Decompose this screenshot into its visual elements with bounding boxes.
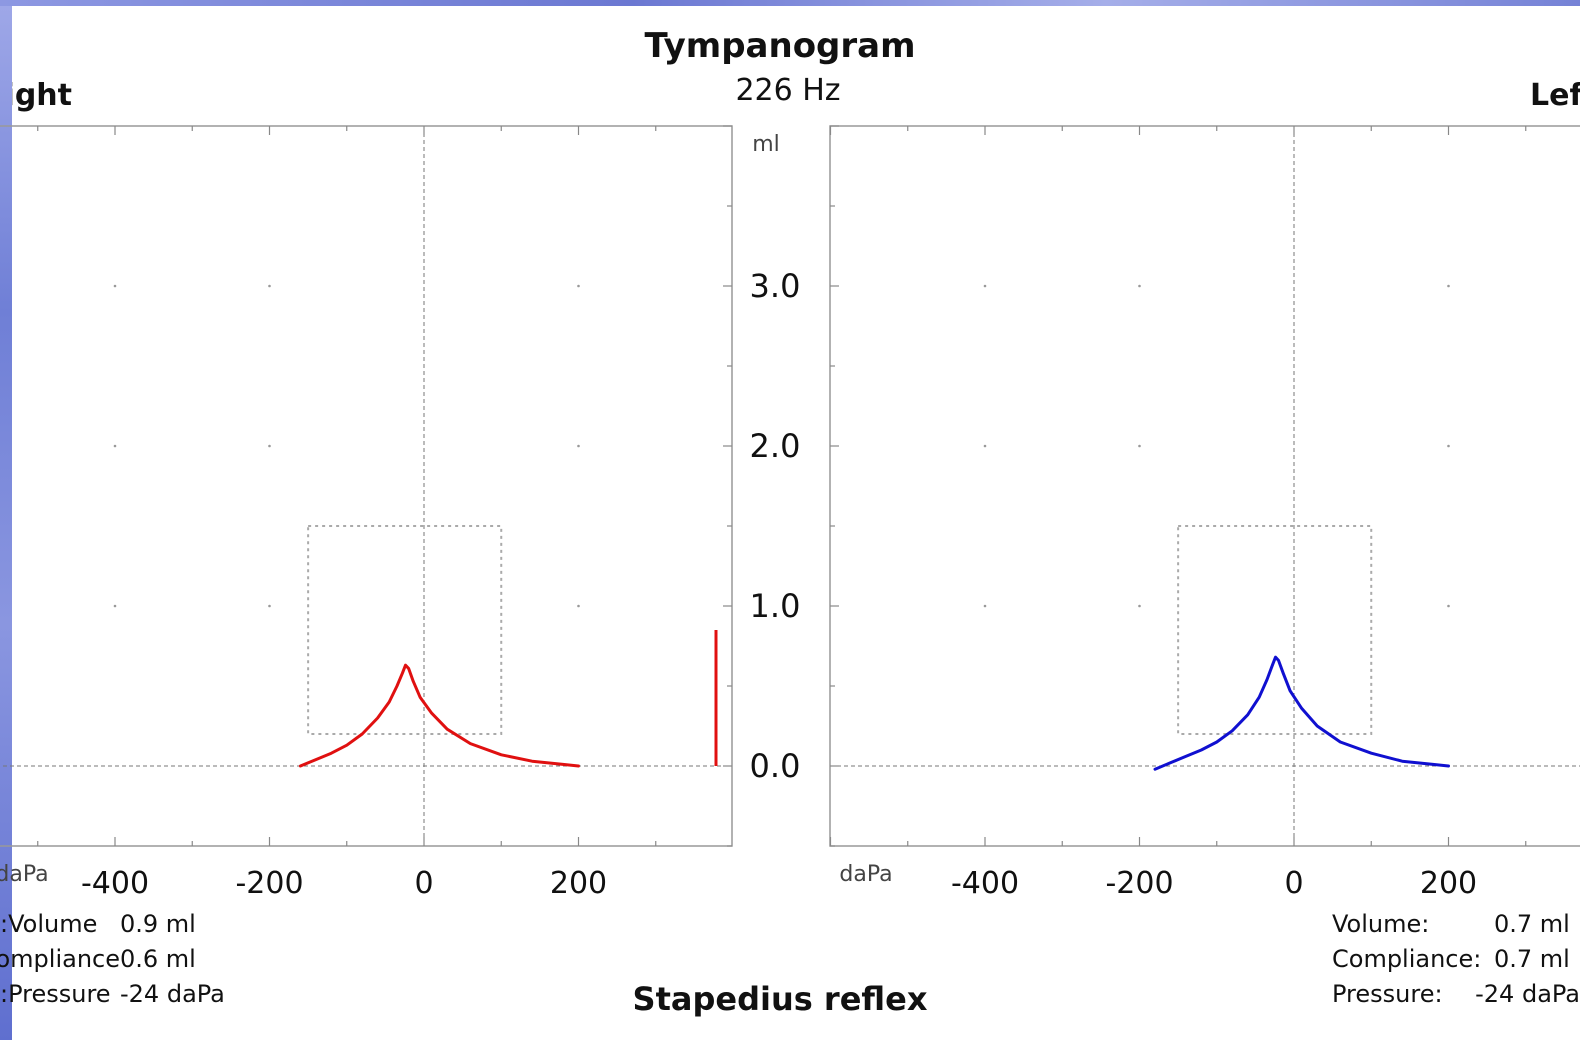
stat-row-compliance: Compliance: 0.6 ml	[0, 942, 260, 977]
left-grid-dot	[983, 604, 987, 608]
stat-label: Volume:	[1332, 910, 1430, 938]
right-x-tick-label: -200	[235, 866, 303, 901]
left-grid-dot	[1447, 444, 1450, 448]
stat-row-volume: Volume: 0.9 ml	[0, 907, 260, 942]
background-strip-top	[0, 0, 1580, 6]
stat-row-pressure: Pressure: -24 daPa	[1332, 977, 1580, 1012]
right-plot-frame	[0, 125, 733, 847]
stat-row-compliance: Compliance: 0.7 ml	[1332, 942, 1580, 977]
left-normal-range-box	[1177, 525, 1373, 735]
right-grid-dot	[113, 444, 117, 448]
right-grid-dot	[113, 284, 117, 288]
left-ear-stats: Volume: 0.7 ml Compliance: 0.7 ml Pressu…	[1332, 907, 1580, 1012]
y-unit-label: ml	[752, 132, 780, 157]
left-grid-dot	[1447, 284, 1450, 288]
left-grid-dot	[983, 284, 987, 288]
left-grid-dot	[983, 444, 987, 448]
right-ear-stats: Volume: 0.9 ml Compliance: 0.6 ml Pressu…	[0, 907, 260, 1012]
left-grid-dot	[1447, 604, 1450, 608]
stat-value: 0.7 ml	[1494, 910, 1570, 938]
right-grid-dot	[577, 444, 580, 448]
y-tick-label: 1.0	[750, 587, 801, 625]
right-tympanogram-curve	[298, 663, 580, 768]
stat-row-volume: Volume: 0.7 ml	[1332, 907, 1580, 942]
right-ear-label: Right	[12, 78, 72, 113]
right-x-unit-label: daPa	[0, 862, 49, 887]
right-x-tick-label: 0	[414, 866, 433, 901]
chart-subtitle: 226 Hz	[735, 73, 841, 108]
left-x-unit-label: daPa	[839, 862, 892, 887]
left-tympanogram-curve	[1153, 655, 1450, 771]
stat-value: -24 daPa	[120, 980, 225, 1008]
stapedius-reflex-heading: Stapedius reflex	[632, 980, 928, 1018]
right-normal-range-box	[307, 525, 503, 735]
right-grid-dot	[577, 284, 580, 288]
right-x-tick-label: -400	[81, 866, 149, 901]
stat-label: Pressure:	[0, 980, 111, 1008]
stat-value: 0.7 ml	[1494, 945, 1570, 973]
left-x-tick-label: -400	[951, 866, 1019, 901]
right-grid-dot	[268, 604, 271, 608]
background-strip-left	[0, 0, 12, 1040]
stat-label: Volume:	[0, 910, 98, 938]
y-tick-label: 2.0	[750, 427, 801, 465]
left-grid-dot	[1138, 604, 1141, 608]
left-x-tick-label: 200	[1420, 866, 1477, 901]
y-tick-label: 3.0	[750, 267, 801, 305]
right-grid-dot	[577, 604, 580, 608]
left-x-tick-label: 0	[1284, 866, 1303, 901]
stat-value: 0.6 ml	[120, 945, 196, 973]
right-grid-dot	[113, 604, 117, 608]
left-plot-frame	[829, 125, 1580, 847]
right-grid-dot	[268, 284, 271, 288]
y-tick-label: 0.0	[750, 747, 801, 785]
left-grid-dot	[1138, 284, 1141, 288]
left-x-tick-label: -200	[1105, 866, 1173, 901]
stat-value: 0.9 ml	[120, 910, 196, 938]
stat-row-pressure: Pressure: -24 daPa	[0, 977, 260, 1012]
stat-value: -24 daPa	[1475, 980, 1580, 1008]
stat-label: Compliance:	[0, 945, 120, 973]
stat-label: Compliance:	[1332, 945, 1482, 973]
chart-title: Tympanogram	[644, 26, 916, 66]
right-grid-dot	[268, 444, 271, 448]
left-grid-dot	[1138, 444, 1141, 448]
left-ear-label: Left	[1530, 78, 1580, 113]
right-x-tick-label: 200	[550, 866, 607, 901]
stat-label: Pressure:	[1332, 980, 1443, 1008]
